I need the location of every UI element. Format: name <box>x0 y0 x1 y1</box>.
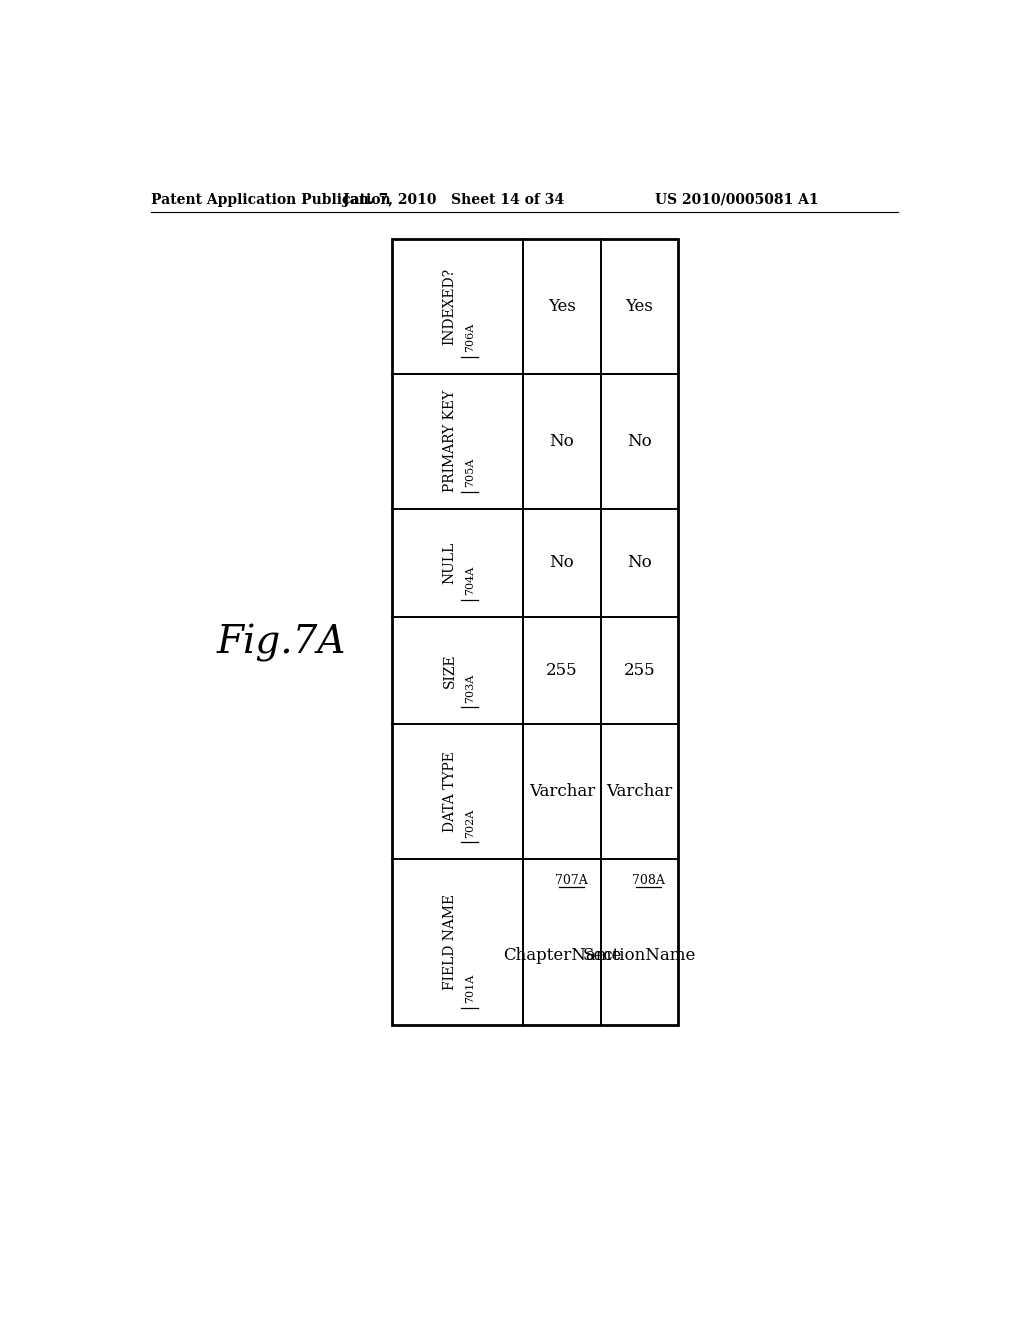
Text: 703A: 703A <box>465 673 475 702</box>
Text: 707A: 707A <box>555 874 588 887</box>
Text: 702A: 702A <box>465 808 475 837</box>
Text: INDEXED?: INDEXED? <box>442 268 457 346</box>
Text: 255: 255 <box>546 661 578 678</box>
Text: 708A: 708A <box>633 874 666 887</box>
Text: No: No <box>550 554 574 572</box>
Text: 701A: 701A <box>465 974 475 1003</box>
Text: ChapterName: ChapterName <box>503 948 622 964</box>
Text: US 2010/0005081 A1: US 2010/0005081 A1 <box>655 193 818 207</box>
Text: Jan. 7, 2010   Sheet 14 of 34: Jan. 7, 2010 Sheet 14 of 34 <box>343 193 564 207</box>
Text: No: No <box>550 433 574 450</box>
Text: Yes: Yes <box>626 298 653 315</box>
Text: No: No <box>627 554 652 572</box>
Text: 255: 255 <box>624 661 655 678</box>
Text: SIZE: SIZE <box>442 653 457 688</box>
Text: 705A: 705A <box>465 458 475 487</box>
Text: 706A: 706A <box>465 323 475 352</box>
Text: NULL: NULL <box>442 541 457 583</box>
Text: Fig.7A: Fig.7A <box>217 624 346 663</box>
Text: FIELD NAME: FIELD NAME <box>442 894 457 990</box>
Text: Yes: Yes <box>548 298 575 315</box>
Text: PRIMARY KEY: PRIMARY KEY <box>442 391 457 492</box>
Text: DATA TYPE: DATA TYPE <box>442 751 457 832</box>
Bar <box>391 239 678 1024</box>
Text: SectionName: SectionName <box>583 948 696 964</box>
Text: 704A: 704A <box>465 566 475 595</box>
Text: Patent Application Publication: Patent Application Publication <box>152 193 391 207</box>
Text: No: No <box>627 433 652 450</box>
Text: Varchar: Varchar <box>606 783 673 800</box>
Text: Varchar: Varchar <box>528 783 595 800</box>
